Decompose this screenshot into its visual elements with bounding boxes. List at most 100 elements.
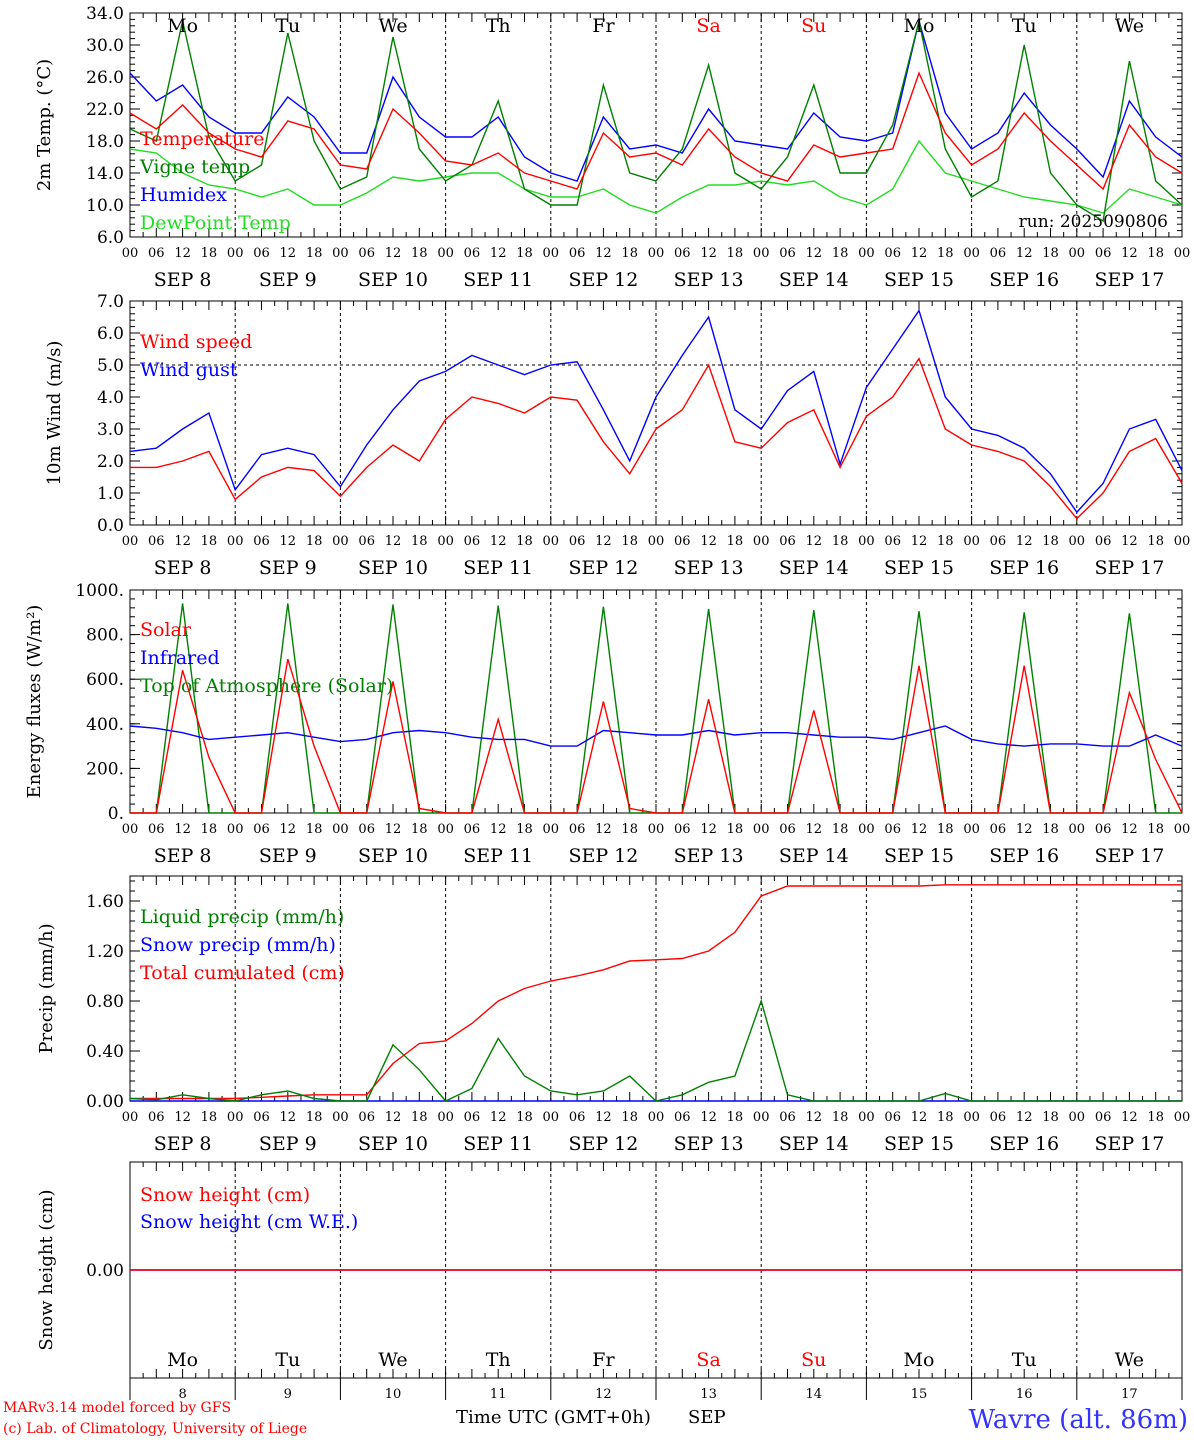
hour-label: 12	[490, 1110, 507, 1125]
plot-frame	[129, 589, 1183, 814]
hour-label: 18	[621, 1110, 638, 1125]
hour-label: 12	[700, 1110, 717, 1125]
date-label: SEP 15	[884, 1133, 954, 1155]
hour-label: 00	[227, 1110, 244, 1125]
hour-label: 00	[332, 534, 349, 549]
panel-1: 6.0 10.0 14.0 18.0 22.0 26.0 30.0 34.0 2m Temp. …	[34, 4, 1190, 291]
hour-label: 18	[1042, 822, 1059, 837]
hour-label: 18	[516, 246, 533, 261]
day-number: 14	[806, 1387, 823, 1402]
hour-label: 18	[1147, 534, 1164, 549]
date-label: SEP 9	[259, 557, 317, 579]
weekday-label: Mo	[904, 1349, 935, 1371]
hour-label: 06	[990, 822, 1007, 837]
weekday-label: Fr	[592, 15, 615, 37]
hour-label: 06	[779, 246, 796, 261]
hour-label: 00	[543, 1110, 560, 1125]
y-tick-label: 400.	[86, 715, 124, 735]
date-label: SEP 9	[259, 845, 317, 867]
hour-label: 12	[1016, 534, 1033, 549]
hour-label: 06	[569, 246, 586, 261]
hour-label: 06	[1095, 822, 1112, 837]
hour-label: 18	[1147, 246, 1164, 261]
hour-label: 18	[306, 246, 323, 261]
y-tick-label: 0.00	[86, 1261, 124, 1281]
hour-label: 12	[700, 246, 717, 261]
hour-label: 12	[385, 1110, 402, 1125]
weekday-label: Mo	[167, 1349, 198, 1371]
hour-label: 12	[1121, 246, 1138, 261]
day-number: 12	[595, 1387, 612, 1402]
hour-label: 06	[990, 1110, 1007, 1125]
hour-label: 06	[779, 534, 796, 549]
y-tick-label: 600.	[86, 670, 124, 690]
weekday-label: We	[1115, 15, 1144, 37]
date-label: SEP 11	[463, 845, 533, 867]
y-tick-label: 5.0	[97, 356, 124, 376]
date-label: SEP 16	[989, 845, 1059, 867]
y-tick-label: 22.0	[86, 100, 124, 120]
legend-wind-gust: Wind gust	[140, 359, 238, 381]
hour-label: 00	[122, 1110, 139, 1125]
hour-label: 00	[543, 246, 560, 261]
series-line-humidex	[129, 18, 1183, 182]
hour-label: 06	[148, 246, 165, 261]
hour-label: 00	[122, 822, 139, 837]
weekday-label: We	[378, 15, 407, 37]
hour-label: 00	[1069, 822, 1086, 837]
hour-label: 12	[1121, 822, 1138, 837]
date-label: SEP 17	[1094, 845, 1164, 867]
hour-label: 00	[648, 246, 665, 261]
legend-liquid-precip-mm-h: Liquid precip (mm/h)	[140, 906, 344, 928]
weekday-label: Su	[801, 1349, 826, 1371]
hour-label: 06	[674, 1110, 691, 1125]
hour-label: 06	[779, 822, 796, 837]
hour-label: 00	[753, 822, 770, 837]
series-line-liquid-precip-mm-h	[129, 998, 1182, 1102]
weekday-label: Tu	[1012, 1349, 1037, 1371]
hour-label: 06	[779, 1110, 796, 1125]
hour-label: 00	[753, 534, 770, 549]
hour-label: 18	[621, 822, 638, 837]
hour-label: 00	[227, 246, 244, 261]
hour-label: 00	[332, 822, 349, 837]
y-axis-label: Precip (mm/h)	[36, 923, 57, 1053]
hour-label: 12	[280, 822, 297, 837]
hour-label: 12	[700, 534, 717, 549]
hour-label: 18	[516, 534, 533, 549]
hour-label: 18	[727, 534, 744, 549]
hour-label: 12	[280, 534, 297, 549]
date-label: SEP 11	[463, 1133, 533, 1155]
hour-label: 06	[884, 534, 901, 549]
hour-label: 00	[332, 246, 349, 261]
hour-label: 12	[806, 534, 823, 549]
y-tick-label: 200.	[86, 759, 124, 779]
y-tick-label: 30.0	[86, 36, 124, 56]
hour-label: 12	[595, 534, 612, 549]
lab-credit: (c) Lab. of Climatology, University of L…	[3, 1421, 307, 1437]
legend-wind-speed: Wind speed	[140, 331, 252, 353]
hour-label: 06	[148, 534, 165, 549]
hour-label: 18	[832, 534, 849, 549]
hour-label: 00	[1069, 1110, 1086, 1125]
hour-label: 12	[806, 246, 823, 261]
weekday-label: Th	[486, 1349, 511, 1371]
hour-label: 12	[490, 822, 507, 837]
y-tick-label: 6.0	[97, 324, 124, 344]
hour-label: 06	[674, 534, 691, 549]
date-label: SEP 14	[779, 845, 849, 867]
y-tick-label: 3.0	[97, 420, 124, 440]
y-tick-label: 26.0	[86, 68, 124, 88]
legend-infrared: Infrared	[140, 647, 220, 669]
legend-vigne-temp: Vigne temp	[139, 156, 250, 178]
hour-label: 06	[884, 246, 901, 261]
hour-label: 18	[727, 1110, 744, 1125]
date-label: SEP 15	[884, 845, 954, 867]
hour-label: 12	[1016, 246, 1033, 261]
hour-label: 12	[1016, 822, 1033, 837]
hour-label: 18	[516, 822, 533, 837]
date-label: SEP 16	[989, 269, 1059, 291]
hour-label: 00	[858, 822, 875, 837]
hour-label: 00	[753, 246, 770, 261]
